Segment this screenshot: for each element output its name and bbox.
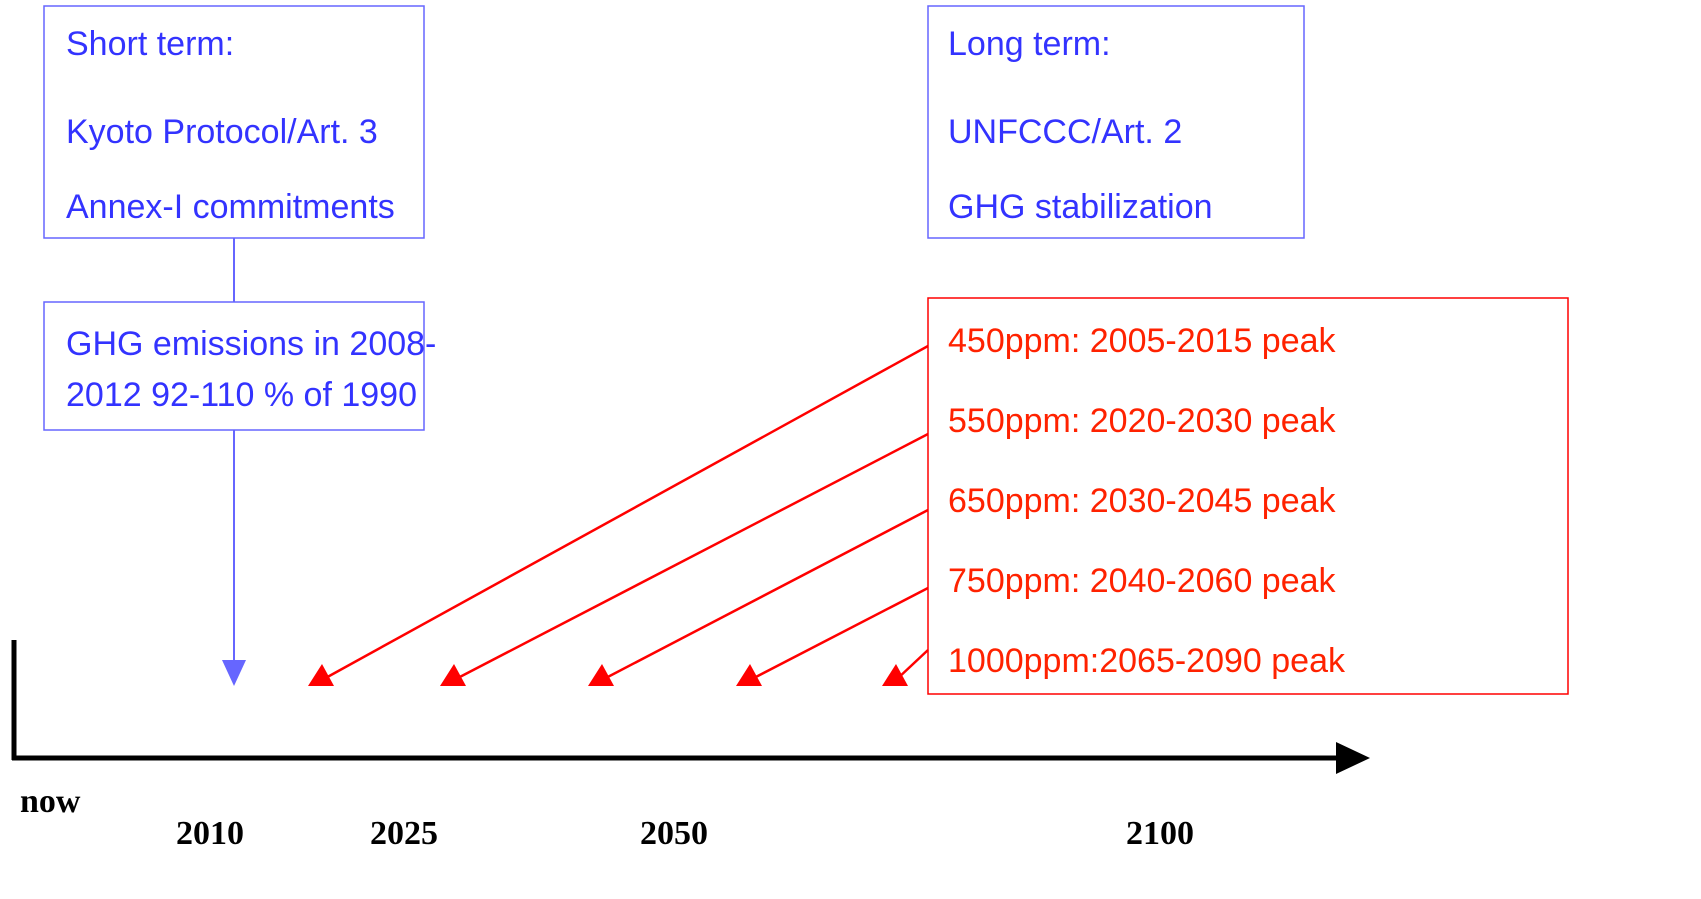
stabilization-text: 750ppm: 2040-2060 peak <box>948 562 1337 600</box>
kyoto-arrowhead <box>222 660 246 686</box>
timeline-label: now <box>20 783 81 820</box>
short-term-text: Kyoto Protocol/Art. 3 <box>66 113 378 151</box>
short-term-text: Short term: <box>66 25 234 63</box>
timeline-label: 2025 <box>370 815 438 852</box>
timeline-label: 2100 <box>1126 815 1194 852</box>
stabilization-text: 550ppm: 2020-2030 peak <box>948 402 1337 440</box>
timeline-label: 2010 <box>176 815 244 852</box>
stabilization-box <box>927 297 1569 695</box>
long-term-box <box>927 5 1305 239</box>
time-axis-arrowhead <box>1336 742 1370 774</box>
long-term-text: GHG stabilization <box>948 188 1213 226</box>
kyoto-text: GHG emissions in 2008- <box>66 325 436 363</box>
long-term-text: Long term: <box>948 25 1111 63</box>
long-term-text: UNFCCC/Art. 2 <box>948 113 1182 151</box>
short-term-text: Annex-I commitments <box>66 188 395 226</box>
kyoto-text: 2012 92-110 % of 1990 <box>66 376 417 414</box>
stabilization-text: 450ppm: 2005-2015 peak <box>948 322 1337 360</box>
timeline-label: 2050 <box>640 815 708 852</box>
stabilization-text: 1000ppm:2065-2090 peak <box>948 642 1346 680</box>
peak-arrows <box>317 344 929 684</box>
stabilization-text: 650ppm: 2030-2045 peak <box>948 482 1337 520</box>
peak-arrowheads <box>308 664 908 686</box>
